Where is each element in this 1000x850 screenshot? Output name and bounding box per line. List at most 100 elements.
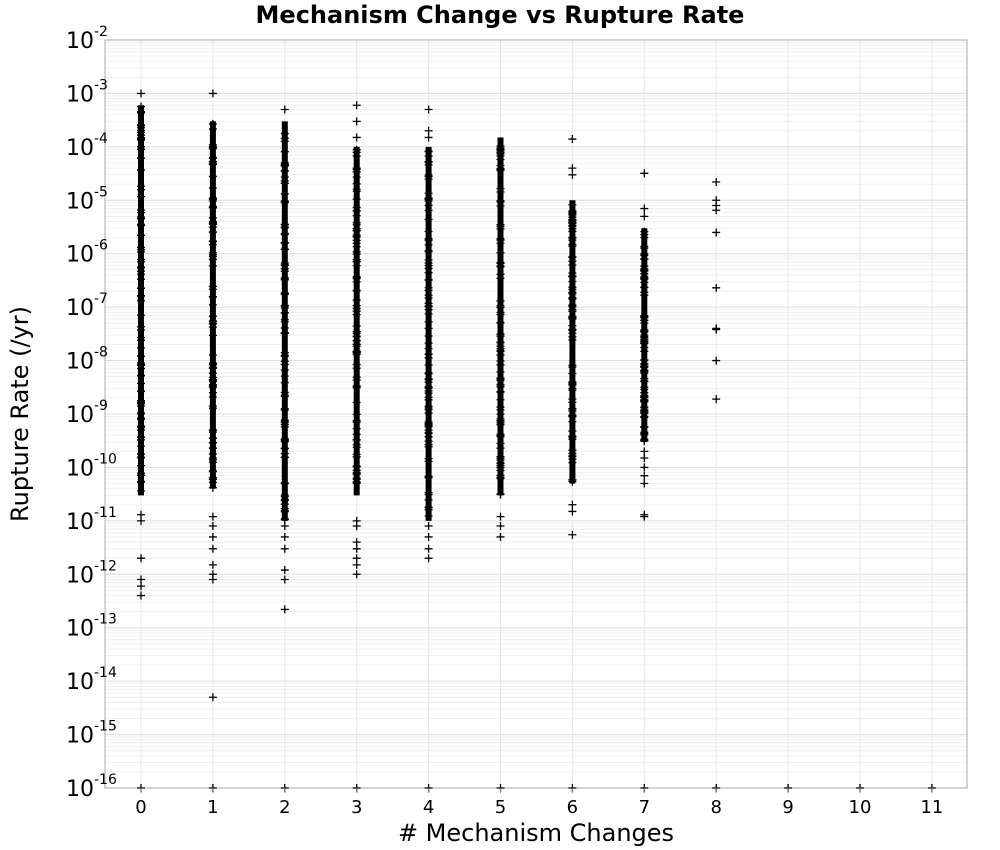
x-tick-label: 3 [351, 797, 362, 818]
data-point [640, 337, 649, 346]
data-point [712, 206, 721, 215]
data-point [568, 285, 577, 294]
data-point [568, 326, 577, 335]
data-point [280, 532, 289, 541]
data-point [208, 300, 217, 309]
data-point [352, 261, 361, 270]
data-point [712, 177, 721, 186]
data-point [496, 310, 505, 319]
y-tick-label: 10-12 [66, 558, 117, 588]
data-point [137, 292, 145, 301]
data-point [208, 392, 217, 401]
data-point [137, 379, 145, 388]
data-point [568, 417, 577, 426]
data-point [208, 575, 217, 584]
data-point [352, 329, 361, 338]
data-point [208, 119, 217, 128]
data-point [137, 387, 145, 396]
y-tick-label: 10-11 [66, 505, 117, 535]
data-point [640, 454, 649, 463]
data-point [568, 164, 577, 173]
data-point [208, 261, 217, 270]
plot-area-frame [104, 39, 968, 789]
x-tick-label: 9 [782, 797, 793, 818]
data-point [280, 275, 289, 284]
data-point [496, 512, 505, 521]
data-point [137, 461, 145, 470]
data-point [137, 166, 145, 175]
y-tick-label: 10-14 [66, 665, 117, 695]
data-point [640, 479, 649, 488]
data-point [568, 242, 577, 251]
data-point [137, 131, 145, 140]
data-point [280, 302, 289, 311]
data-point [568, 369, 577, 378]
data-point [352, 101, 361, 110]
y-tick-label: 10-9 [66, 398, 108, 428]
x-tick-label: 7 [639, 797, 650, 818]
data-point [280, 158, 289, 167]
data-point [280, 566, 289, 575]
data-point [208, 282, 217, 291]
data-point [280, 176, 289, 185]
data-point [137, 453, 145, 462]
data-point [352, 117, 361, 126]
data-point [424, 522, 433, 531]
data-point [424, 236, 433, 245]
data-point [137, 192, 145, 201]
data-point [352, 211, 361, 220]
data-point [208, 532, 217, 541]
data-point [496, 220, 505, 229]
x-tick-label: 8 [710, 797, 721, 818]
y-tick-label: 10-13 [66, 612, 117, 642]
data-point [352, 435, 361, 444]
data-point [640, 366, 649, 375]
data-point [352, 544, 361, 553]
x-tick-label: 2 [279, 797, 290, 818]
data-point [568, 207, 577, 216]
data-point [280, 422, 289, 431]
x-axis-ticks: 0 1 2 3 4 5 6 7 8 9 10 11 [135, 788, 943, 818]
data-point [712, 325, 721, 334]
data-point [424, 275, 433, 284]
data-point [496, 410, 505, 419]
data-point [640, 471, 649, 480]
data-point [568, 477, 577, 486]
data-point [496, 234, 505, 243]
y-tick-label: 10-6 [66, 238, 108, 268]
data-point [568, 500, 577, 509]
data-point [208, 444, 217, 453]
data-point [137, 343, 145, 352]
data-point [137, 123, 145, 132]
data-point [208, 237, 217, 246]
data-point [352, 479, 361, 488]
data-point [352, 470, 361, 479]
data-point [424, 152, 433, 161]
data-point [352, 560, 361, 569]
data-point [137, 213, 145, 222]
data-point [280, 522, 289, 531]
data-point [496, 330, 505, 339]
data-point [280, 290, 289, 299]
data-point [280, 378, 289, 387]
data-point [352, 398, 361, 407]
x-tick-label: 0 [135, 797, 146, 818]
data-point [712, 356, 721, 365]
data-point [568, 234, 577, 243]
data-point [424, 505, 433, 514]
data-point [424, 197, 433, 206]
data-point [208, 202, 217, 211]
data-point [208, 402, 217, 411]
data-point [137, 360, 145, 369]
y-tick-label: 10-5 [66, 184, 108, 214]
data-point [137, 371, 145, 380]
x-tick-label: 11 [920, 797, 943, 818]
data-point [640, 393, 649, 402]
data-point [568, 253, 577, 262]
data-point [137, 89, 145, 98]
data-point [568, 312, 577, 321]
data-point [496, 388, 505, 397]
data-point [424, 473, 433, 482]
data-point [137, 516, 145, 525]
data-point [568, 507, 577, 516]
